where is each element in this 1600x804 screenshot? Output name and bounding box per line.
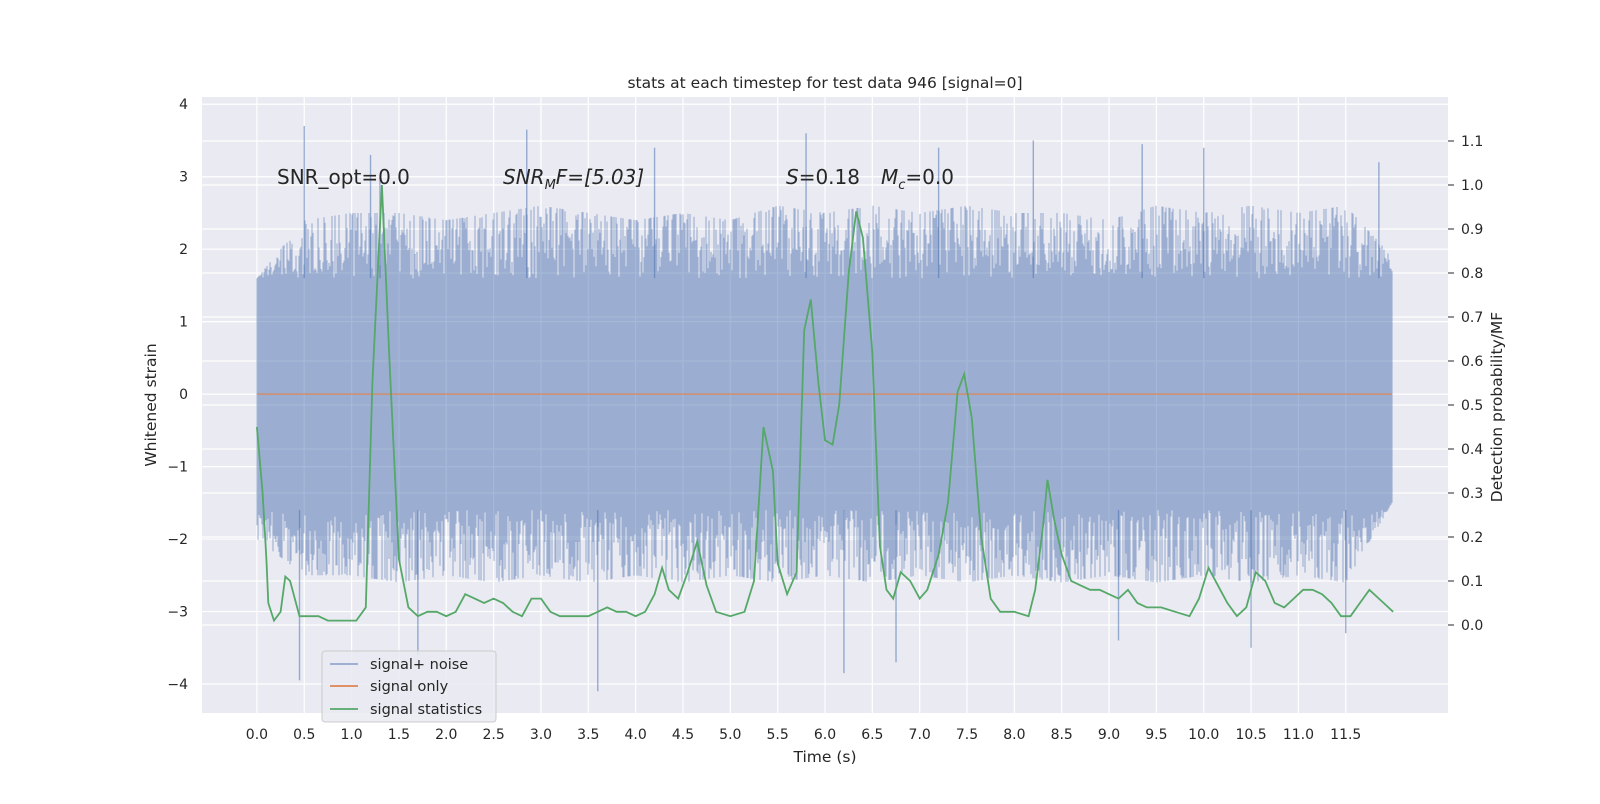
noise-band <box>256 205 1393 583</box>
legend-label-signal-statistics: signal statistics <box>370 702 482 718</box>
x-tick-label: 6.5 <box>861 727 883 743</box>
legend-label-noise: signal+ noise <box>370 657 468 673</box>
x-tick-label: 4.5 <box>672 727 694 743</box>
legend-label-signal-only: signal only <box>370 679 449 695</box>
noise-series <box>256 125 1393 692</box>
y-right-tick-label: 0.8 <box>1461 266 1483 282</box>
annotation-mc-tail: =0.0 <box>905 165 954 189</box>
x-tick-label: 11.5 <box>1330 727 1361 743</box>
annotation-mc-main: M <box>881 165 898 189</box>
y-tick-label: −1 <box>167 460 188 476</box>
x-tick-labels: 0.0 0.5 1.0 1.5 2.0 2.5 3.0 3.5 4.0 4.5 5.0 5.5 6.0 6… <box>246 727 1362 743</box>
annotation-mc: Mc=0.0 <box>881 165 954 193</box>
y-right-tick-label: 0.9 <box>1461 222 1483 238</box>
x-tick-label: 5.5 <box>767 727 789 743</box>
annotation-stat-main: S <box>786 165 799 189</box>
legend-box <box>321 650 497 723</box>
x-axis-title: Time (s) <box>792 748 856 766</box>
y-tick-label: 0 <box>179 387 188 403</box>
x-tick-label: 2.5 <box>482 727 504 743</box>
y-tick-label: 3 <box>179 170 188 186</box>
annotation-snr-opt: SNR_opt=0.0 <box>277 165 410 189</box>
y-tick-label: 2 <box>179 242 188 258</box>
annotation-stat: S=0.18 <box>786 165 860 189</box>
x-tick-label: 3.0 <box>530 727 552 743</box>
y-right-tick-label: 1.0 <box>1461 178 1483 194</box>
annotation-stat-tail: =0.18 <box>799 165 860 189</box>
x-tick-label: 2.0 <box>435 727 457 743</box>
y-tick-label: −4 <box>167 677 188 693</box>
x-tick-label: 6.0 <box>814 727 836 743</box>
x-tick-label: 7.5 <box>956 727 978 743</box>
x-tick-label: 8.5 <box>1051 727 1073 743</box>
x-tick-label: 10.5 <box>1235 727 1266 743</box>
annotation-snr-mf-main: SNR <box>503 165 545 189</box>
y-right-tick-label: 0.7 <box>1461 310 1483 326</box>
x-tick-label: 9.0 <box>1098 727 1120 743</box>
legend: signal+ noise signal only signal statist… <box>321 650 497 723</box>
annotation-mc-sub: c <box>898 178 905 193</box>
y-right-tick-label: 0.2 <box>1461 530 1483 546</box>
y-tick-label: −3 <box>167 605 188 621</box>
x-tick-label: 1.0 <box>340 727 362 743</box>
x-tick-label: 1.5 <box>388 727 410 743</box>
y-tick-label: 1 <box>179 315 188 331</box>
x-tick-label: 0.0 <box>246 727 268 743</box>
annotation-snr-mf-sub: M <box>545 178 556 193</box>
annotation-snr-mf: SNRMF=[5.03] <box>503 165 644 193</box>
y-right-tick-label: 0.5 <box>1461 398 1483 414</box>
y-tick-label: −2 <box>167 532 188 548</box>
y-right-axis-title: Detection probability/MF <box>1488 312 1506 503</box>
y-axis-title: Whitened strain <box>142 343 160 466</box>
x-tick-label: 9.5 <box>1145 727 1167 743</box>
plot-title: stats at each timestep for test data 946… <box>627 74 1022 92</box>
y-tick-label: 4 <box>179 97 188 113</box>
x-tick-label: 7.0 <box>909 727 931 743</box>
y-tick-labels: 4 3 2 1 0 −1 −2 −3 −4 <box>167 97 188 693</box>
x-tick-label: 5.0 <box>719 727 741 743</box>
y-right-tick-label: 0.1 <box>1461 574 1483 590</box>
y-right-tick-label: 0.4 <box>1461 442 1483 458</box>
y-right-tick-label: 1.1 <box>1461 134 1483 150</box>
y-right-tick-label: 0.3 <box>1461 486 1483 502</box>
x-tick-label: 8.0 <box>1003 727 1025 743</box>
y-right-tick-label: 0.6 <box>1461 354 1483 370</box>
y-right-tick-label: 0.0 <box>1461 618 1483 634</box>
x-tick-label: 3.5 <box>577 727 599 743</box>
x-tick-label: 11.0 <box>1283 727 1314 743</box>
x-tick-label: 10.0 <box>1188 727 1219 743</box>
x-tick-label: 4.0 <box>625 727 647 743</box>
signal-statistics-line <box>256 184 1394 623</box>
y-right-tick-labels: 1.1 1.0 0.9 0.8 0.7 0.6 0.5 0.4 0.3 0.2 0.1 0.0 <box>1448 134 1483 634</box>
x-tick-label: 0.5 <box>293 727 315 743</box>
annotation-snr-mf-tail: F=[5.03] <box>556 165 644 189</box>
